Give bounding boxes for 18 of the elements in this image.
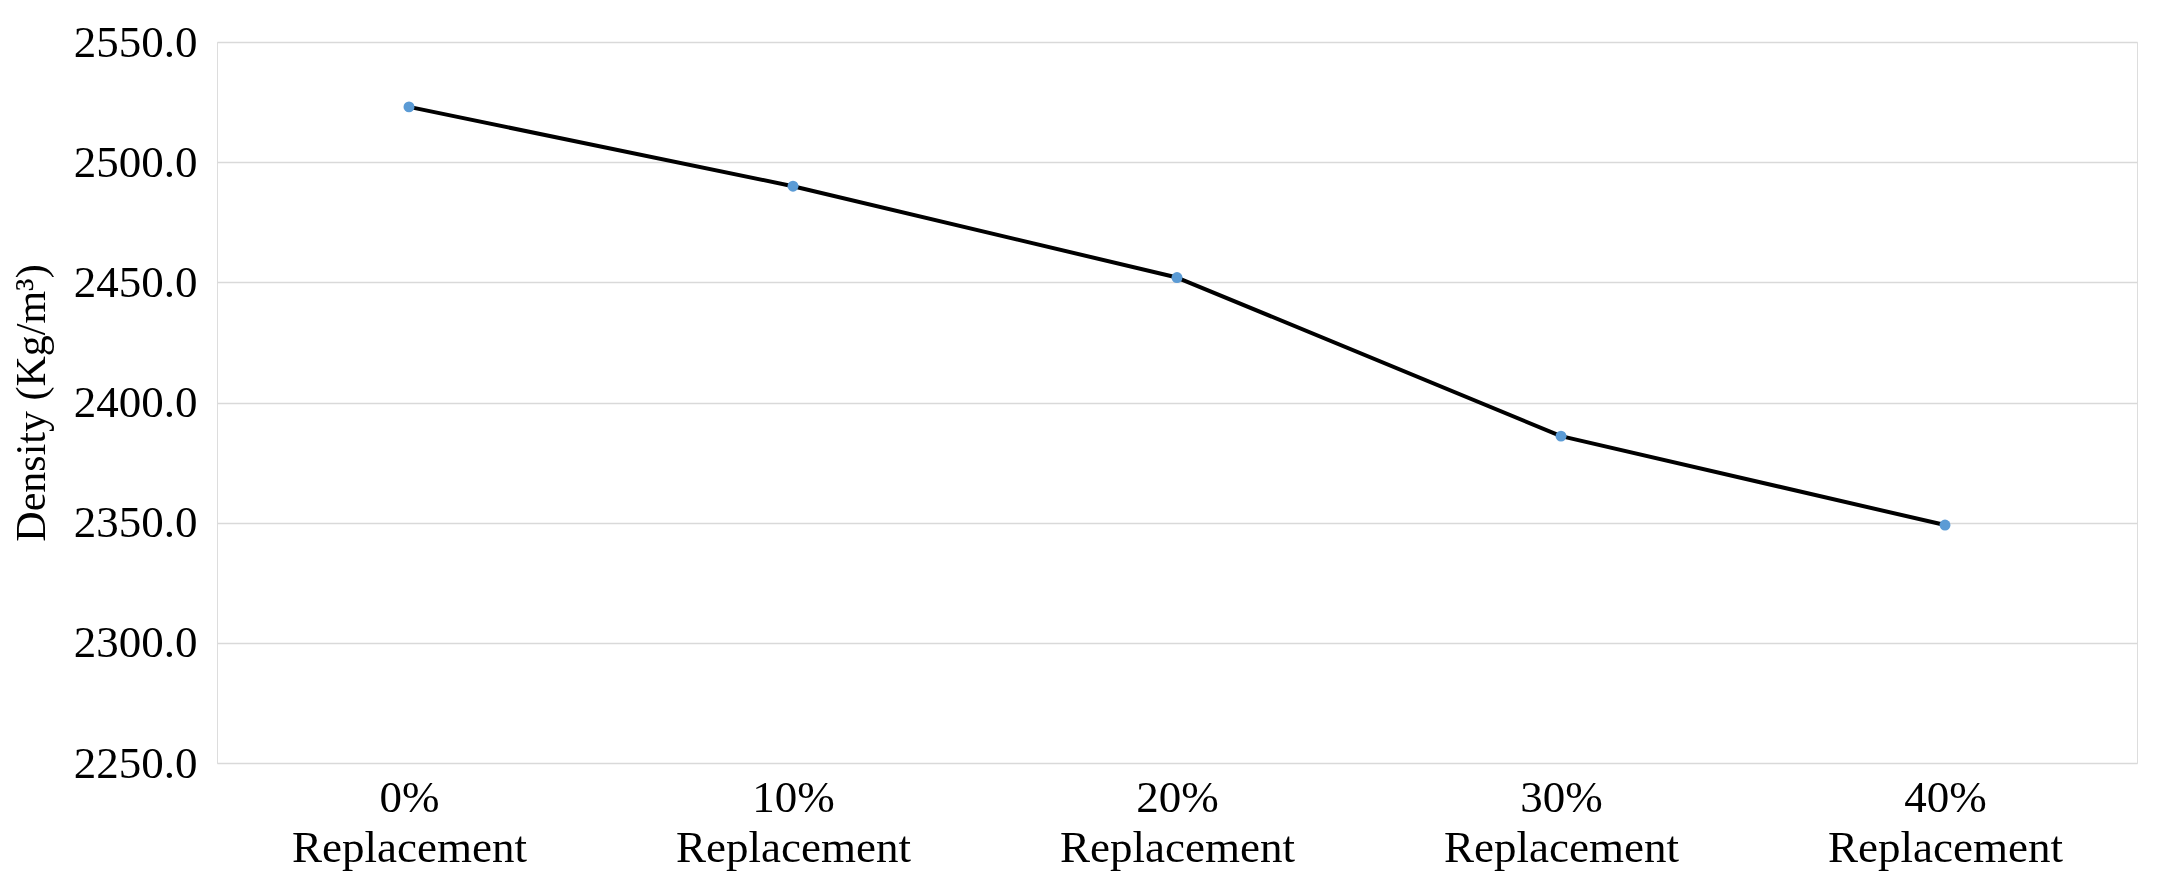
point bbox=[1939, 519, 1951, 531]
x-tick-label: 20% Replacement bbox=[1060, 771, 1296, 872]
x-tick-label: 0% Replacement bbox=[292, 771, 528, 872]
point bbox=[403, 101, 415, 113]
y-tick-label: 2300.0 bbox=[73, 617, 198, 668]
y-tick-label: 2400.0 bbox=[73, 377, 198, 427]
y-tick-label: 2250.0 bbox=[73, 737, 198, 788]
point bbox=[787, 180, 799, 192]
y-tick-label: 2350.0 bbox=[73, 497, 198, 548]
point bbox=[1171, 272, 1183, 283]
x-tick-label: 40% Replacement bbox=[1828, 771, 2064, 872]
x-tick-label: 30% Replacement bbox=[1444, 771, 1680, 872]
x-tick-label: 10% Replacement bbox=[676, 771, 912, 872]
point bbox=[1555, 430, 1567, 442]
y-tick-label: 2450.0 bbox=[73, 256, 198, 307]
y-tick-label: 2550.0 bbox=[73, 16, 198, 67]
y-tick-label: 2500.0 bbox=[73, 136, 198, 187]
y-axis-title: Density (Kg/m³) bbox=[7, 264, 55, 542]
